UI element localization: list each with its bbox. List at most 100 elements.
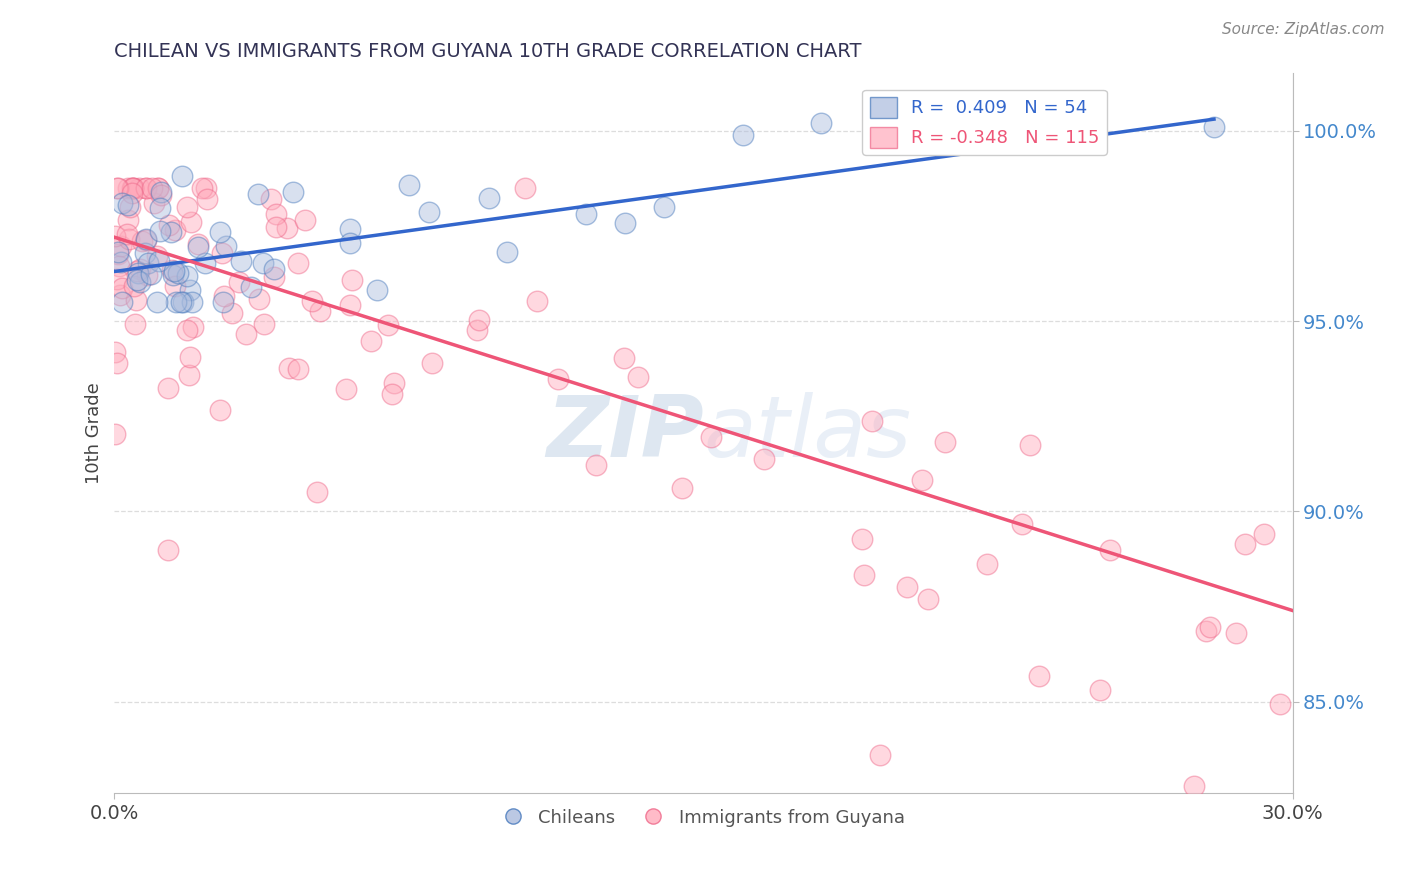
Point (1018, 438, 1040, 452)
Point (195, 192, 218, 206)
Point (526, 294, 548, 309)
Point (131, 235, 153, 249)
Point (277, 360, 299, 375)
Point (162, 263, 184, 277)
Point (208, 225, 231, 239)
Point (115, 227, 138, 242)
Point (176, 268, 198, 283)
Point (917, 592, 939, 607)
Point (157, 218, 180, 232)
Point (235, 326, 257, 341)
Point (121, 180, 143, 194)
Point (239, 279, 262, 293)
Point (515, 181, 537, 195)
Point (1182, 779, 1205, 793)
Point (335, 383, 357, 397)
Point (1202, 120, 1225, 134)
Point (889, 130, 911, 145)
Point (215, 239, 238, 253)
Point (575, 207, 598, 221)
Point (165, 223, 187, 237)
Point (117, 213, 139, 227)
Point (108, 288, 131, 302)
Point (496, 245, 519, 260)
Point (149, 224, 172, 238)
Point (148, 180, 170, 194)
Point (117, 181, 139, 195)
Point (150, 187, 173, 202)
Point (418, 205, 440, 219)
Point (107, 180, 129, 194)
Point (1099, 543, 1122, 558)
Point (195, 180, 218, 194)
Point (671, 481, 693, 495)
Point (478, 191, 501, 205)
Point (229, 253, 252, 268)
Point (382, 376, 405, 391)
Point (211, 245, 233, 260)
Text: CHILEAN VS IMMIGRANTS FROM GUYANA 10TH GRADE CORRELATION CHART: CHILEAN VS IMMIGRANTS FROM GUYANA 10TH G… (114, 42, 862, 61)
Point (181, 295, 204, 310)
Point (108, 259, 131, 273)
Point (191, 180, 214, 194)
Point (263, 262, 285, 277)
Point (120, 200, 142, 214)
Point (465, 322, 488, 336)
Point (381, 386, 404, 401)
Point (172, 169, 194, 184)
Point (107, 244, 129, 259)
Point (127, 266, 149, 280)
Point (896, 580, 918, 594)
Point (420, 356, 443, 370)
Point (1028, 669, 1050, 683)
Point (247, 187, 270, 202)
Point (150, 185, 173, 199)
Point (146, 295, 169, 310)
Point (180, 215, 202, 229)
Point (1011, 516, 1033, 531)
Point (266, 220, 288, 235)
Point (209, 403, 232, 417)
Point (117, 198, 139, 212)
Point (301, 293, 323, 308)
Point (212, 289, 235, 303)
Point (652, 200, 675, 214)
Point (366, 283, 388, 297)
Point (148, 180, 170, 194)
Point (305, 484, 328, 499)
Point (699, 430, 721, 444)
Point (160, 263, 183, 277)
Point (627, 370, 650, 384)
Point (340, 273, 363, 287)
Point (111, 281, 134, 295)
Point (121, 180, 143, 194)
Point (468, 313, 491, 327)
Point (127, 264, 149, 278)
Point (110, 239, 132, 253)
Point (754, 451, 776, 466)
Point (212, 294, 235, 309)
Point (976, 557, 998, 571)
Text: atlas: atlas (703, 392, 911, 475)
Point (129, 261, 152, 276)
Point (163, 279, 186, 293)
Point (1270, 697, 1292, 711)
Point (276, 221, 298, 235)
Point (156, 381, 179, 395)
Point (1195, 624, 1218, 638)
Point (107, 247, 129, 261)
Point (339, 222, 361, 236)
Point (179, 350, 201, 364)
Point (135, 268, 157, 282)
Point (253, 317, 276, 331)
Point (294, 213, 316, 227)
Point (160, 225, 183, 239)
Point (260, 192, 283, 206)
Point (105, 272, 128, 286)
Legend: Chileans, Immigrants from Guyana: Chileans, Immigrants from Guyana (495, 802, 912, 835)
Point (104, 345, 127, 359)
Point (142, 196, 165, 211)
Point (111, 196, 134, 211)
Point (141, 268, 163, 282)
Point (125, 273, 148, 287)
